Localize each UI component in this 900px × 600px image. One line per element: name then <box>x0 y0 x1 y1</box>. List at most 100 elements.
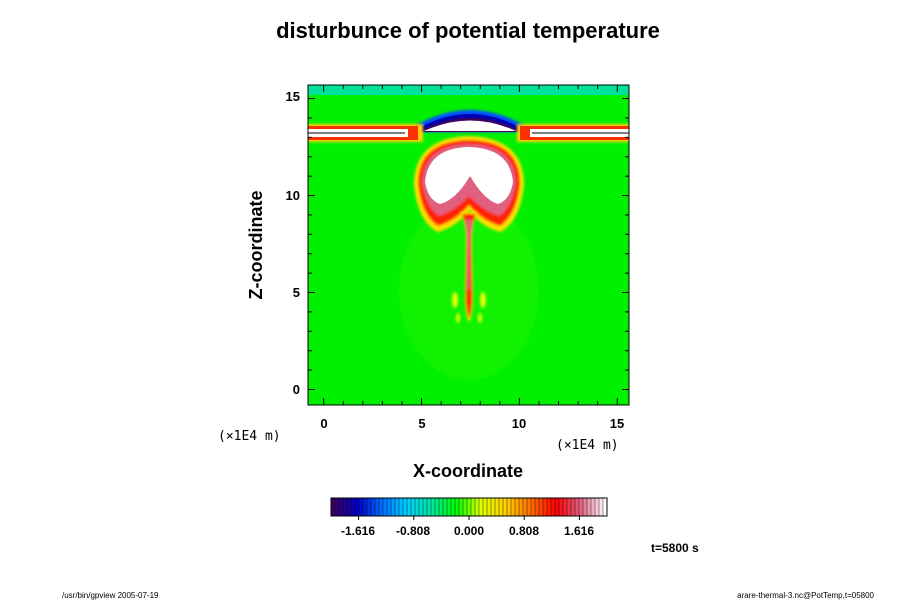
plot-frame <box>307 84 630 406</box>
colorbar-swatch <box>587 498 592 516</box>
colorbar-swatch <box>499 498 504 516</box>
colorbar-swatch <box>579 498 584 516</box>
colorbar-swatch <box>559 498 564 516</box>
y-tick-label-15: 15 <box>286 89 300 104</box>
colorbar-swatch <box>479 498 484 516</box>
tick-marks <box>308 85 629 405</box>
colorbar-swatch <box>507 498 512 516</box>
colorbar-swatch <box>503 498 508 516</box>
colorbar-swatch <box>399 498 404 516</box>
colorbar-swatch <box>523 498 528 516</box>
y-tick-label-0: 0 <box>293 382 300 397</box>
colorbar-swatch <box>403 498 408 516</box>
colorbar-swatch <box>599 498 604 516</box>
y-tick-label-10: 10 <box>286 188 300 203</box>
colorbar-swatch <box>495 498 500 516</box>
negative-dome-saturated <box>424 120 516 131</box>
colorbar-swatch <box>439 498 444 516</box>
colorbar-swatch <box>375 498 380 516</box>
colorbar-swatch <box>455 498 460 516</box>
x-unit-label: (×1E4 m) <box>556 438 619 453</box>
colorbar-swatch <box>535 498 540 516</box>
colorbar-swatch <box>491 498 496 516</box>
x-tick-label-0: 0 <box>320 416 327 431</box>
colorbar-swatch <box>367 498 372 516</box>
colorbar-swatch <box>423 498 428 516</box>
colorbar-swatch <box>531 498 536 516</box>
footer-right-note: arare-thermal-3.nc@PotTemp,t=05800 <box>737 591 874 600</box>
colorbar-swatch <box>331 498 336 516</box>
colorbar-swatch <box>447 498 452 516</box>
colorbar <box>330 498 608 516</box>
colorbar-swatch <box>415 498 420 516</box>
colorbar-swatch <box>459 498 464 516</box>
colorbar-swatch <box>591 498 596 516</box>
colorbar-swatch <box>359 498 364 516</box>
y-tick-label-5: 5 <box>293 285 300 300</box>
colorbar-swatch <box>555 498 560 516</box>
time-label: t=5800 s <box>651 541 699 555</box>
x-tick-label-5: 5 <box>418 416 425 431</box>
x-axis-title: X-coordinate <box>413 461 523 481</box>
colorbar-label-pos2: 1.616 <box>564 524 594 538</box>
y-axis-title: Z-coordinate <box>246 190 266 299</box>
colorbar-swatch <box>355 498 360 516</box>
colorbar-label-pos1: 0.808 <box>509 524 539 538</box>
colorbar-swatch <box>431 498 436 516</box>
colorbar-swatch <box>563 498 568 516</box>
colorbar-swatch <box>443 498 448 516</box>
x-tick-label-15: 15 <box>610 416 624 431</box>
colorbar-swatch <box>451 498 456 516</box>
colorbar-swatch <box>575 498 580 516</box>
colorbar-swatch <box>395 498 400 516</box>
colorbar-swatch <box>347 498 352 516</box>
colorbar-label-neg2: -1.616 <box>341 524 375 538</box>
colorbar-swatch <box>371 498 376 516</box>
colorbar-swatch <box>391 498 396 516</box>
colorbar-swatch <box>379 498 384 516</box>
colorbar-swatch <box>435 498 440 516</box>
colorbar-swatch <box>387 498 392 516</box>
x-tick-label-10: 10 <box>512 416 526 431</box>
colorbar-swatch <box>339 498 344 516</box>
top-cyan-band <box>308 85 629 95</box>
colorbar-label-neg1: -0.808 <box>396 524 430 538</box>
colorbar-swatch <box>407 498 412 516</box>
colorbar-swatch <box>427 498 432 516</box>
colorbar-swatch <box>351 498 356 516</box>
colorbar-label-zero: 0.000 <box>454 524 484 538</box>
colorbar-swatch <box>603 498 608 516</box>
colorbar-swatch <box>335 498 340 516</box>
colorbar-swatch <box>551 498 556 516</box>
colorbar-swatch <box>527 498 532 516</box>
colorbar-swatch <box>471 498 476 516</box>
colorbar-swatch <box>595 498 600 516</box>
colorbar-swatch <box>567 498 572 516</box>
plume-stem <box>452 212 486 323</box>
colorbar-swatch <box>583 498 588 516</box>
colorbar-swatch <box>515 498 520 516</box>
colorbar-swatch <box>475 498 480 516</box>
plume-cap-core <box>425 147 513 204</box>
colorbar-swatch <box>487 498 492 516</box>
footer-left-note: /usr/bin/gpview 2005-07-19 <box>62 591 159 600</box>
colorbar-swatch <box>383 498 388 516</box>
colorbar-swatch <box>547 498 552 516</box>
chart-title: disturbunce of potential temperature <box>276 18 660 43</box>
colorbar-swatch <box>343 498 348 516</box>
colorbar-swatch <box>543 498 548 516</box>
colorbar-ticks <box>358 516 580 520</box>
colorbar-swatch <box>411 498 416 516</box>
colorbar-swatch <box>519 498 524 516</box>
colorbar-swatch <box>571 498 576 516</box>
y-unit-label: (×1E4 m) <box>218 429 281 444</box>
colorbar-swatch <box>467 498 472 516</box>
colorbar-swatch <box>363 498 368 516</box>
colorbar-swatch <box>483 498 488 516</box>
colorbar-swatch <box>511 498 516 516</box>
colorbar-swatch <box>463 498 468 516</box>
colorbar-swatch <box>419 498 424 516</box>
heatmap-field <box>308 85 629 405</box>
colorbar-swatch <box>539 498 544 516</box>
